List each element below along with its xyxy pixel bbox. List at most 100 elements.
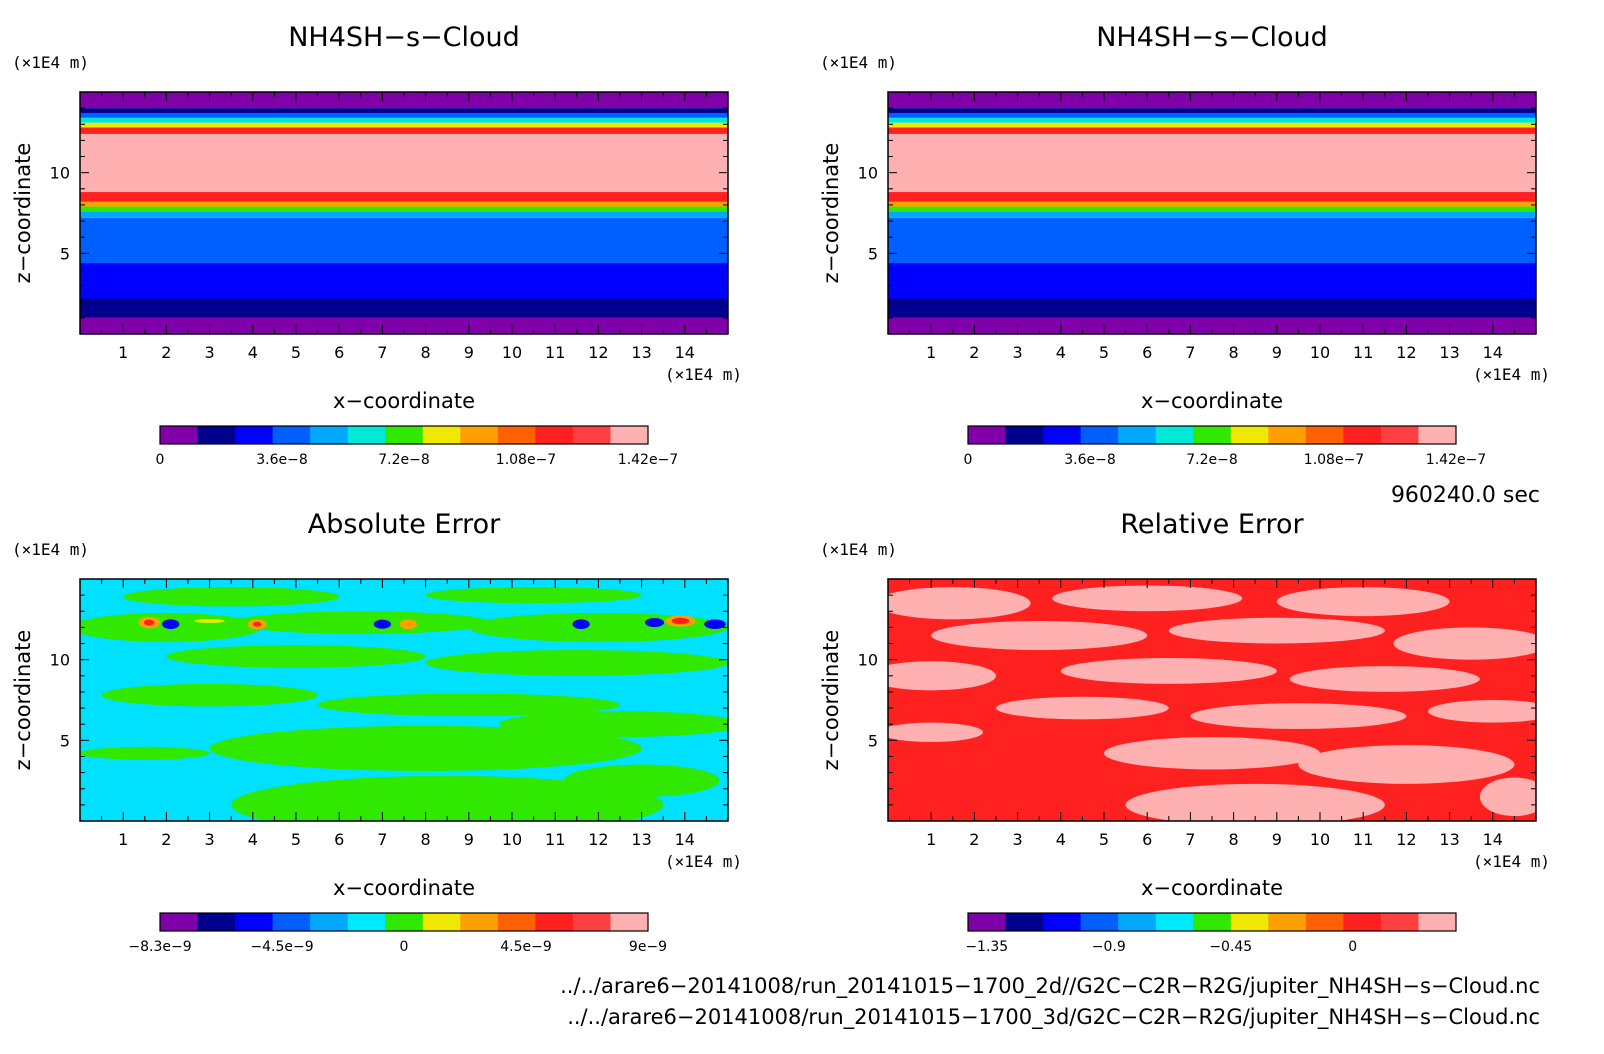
colorbar-swatch	[1230, 426, 1269, 444]
contour-band	[888, 317, 1536, 334]
contour-region	[888, 587, 1031, 620]
contour-region	[425, 587, 642, 604]
colorbar-swatch	[347, 913, 386, 931]
colorbar-tick-label: 0	[1348, 939, 1357, 955]
contour-region	[645, 618, 665, 628]
colorbar-swatch	[1305, 913, 1344, 931]
x-tick-label: 6	[1142, 343, 1152, 362]
x-tick-label: 13	[631, 343, 651, 362]
x-axis-label: x−coordinate	[1141, 389, 1283, 413]
z-tick-label: 5	[868, 244, 878, 263]
colorbar-swatch	[272, 913, 311, 931]
x-unit-label: (×1E4 m)	[665, 365, 742, 384]
colorbar-tick-label: 9e−9	[629, 939, 667, 955]
contour-field	[888, 92, 1536, 334]
colorbar-swatch	[385, 913, 424, 931]
colorbar-tick-label: −0.9	[1092, 939, 1126, 955]
x-tick-label: 4	[1056, 343, 1066, 362]
colorbar-frame	[967, 425, 1457, 445]
contour-band	[888, 217, 1536, 264]
x-tick-label: 3	[1013, 830, 1023, 849]
contour-region	[101, 683, 318, 707]
panel-relative-error: Relative Error(×1E4 m)(×1E4 m)1 2 3 4 5 6 7 8 9 1…	[819, 509, 1550, 955]
colorbar-swatch	[272, 426, 311, 444]
x-unit-label: (×1E4 m)	[665, 852, 742, 871]
colorbar-swatch	[460, 913, 499, 931]
colorbar-tick-label: −4.5e−9	[250, 939, 313, 955]
x-tick-label: 5	[1099, 343, 1109, 362]
contour-band	[888, 117, 1536, 123]
x-tick-label: 1	[118, 830, 128, 849]
colorbar-swatch	[422, 426, 461, 444]
contour-band	[888, 92, 1536, 109]
x-tick-label: 10	[502, 830, 522, 849]
contour-region	[1052, 585, 1243, 612]
colorbar-swatch	[197, 913, 236, 931]
x-tick-label: 12	[1396, 343, 1416, 362]
contour-region	[425, 649, 728, 676]
x-tick-label: 4	[248, 830, 258, 849]
colorbar-swatch	[160, 426, 199, 444]
contour-band	[80, 217, 728, 264]
x-tick-label: 6	[1142, 830, 1152, 849]
contour-region	[468, 612, 728, 642]
contour-band	[888, 211, 1536, 218]
x-tick-label: 10	[1310, 830, 1330, 849]
colorbar-tick-label: −0.45	[1209, 939, 1252, 955]
contour-band	[80, 211, 728, 218]
contour-region	[162, 619, 180, 630]
contour-region	[1276, 587, 1450, 617]
colorbar-swatch	[1155, 913, 1194, 931]
contour-region	[1168, 617, 1385, 644]
colorbar-tick-label: 7.2e−8	[1186, 452, 1238, 468]
colorbar-frame	[967, 912, 1457, 932]
contour-region	[1298, 745, 1515, 784]
x-tick-label: 12	[588, 343, 608, 362]
colorbar-swatch	[310, 913, 349, 931]
x-tick-label: 2	[161, 830, 171, 849]
colorbar-swatch	[385, 426, 424, 444]
x-tick-label: 11	[545, 830, 565, 849]
z-axis-label: z−coordinate	[11, 143, 35, 284]
contour-region	[1428, 700, 1536, 723]
colorbar-swatch	[1418, 426, 1457, 444]
x-tick-label: 5	[1099, 830, 1109, 849]
colorbar-swatch	[1343, 913, 1382, 931]
x-tick-label: 1	[926, 343, 936, 362]
x-tick-label: 2	[969, 830, 979, 849]
contour-band	[80, 133, 728, 193]
x-tick-label: 3	[205, 830, 215, 849]
colorbar-swatch	[160, 913, 199, 931]
contour-region	[1104, 737, 1320, 770]
contour-region	[1190, 703, 1407, 730]
colorbar-swatch	[1005, 426, 1044, 444]
colorbar-tick-label: 0	[400, 939, 409, 955]
colorbar-swatch	[610, 913, 649, 931]
x-tick-label: 2	[969, 343, 979, 362]
file-path-3d: ../../arare6−20141008/run_20141015−1700_…	[567, 1005, 1540, 1030]
plot-title: NH4SH−s−Cloud	[288, 22, 520, 53]
contour-band	[80, 192, 728, 202]
z-tick-label: 10	[50, 651, 70, 670]
x-tick-label: 7	[1185, 343, 1195, 362]
colorbar: −8.3e−9 −4.5e−9 0 4.5e−9 9e−9	[128, 912, 667, 955]
colorbar-swatch	[497, 426, 536, 444]
x-tick-label: 11	[1353, 830, 1373, 849]
contour-region	[1479, 777, 1536, 817]
colorbar-swatch	[610, 426, 649, 444]
colorbar-swatch	[1005, 913, 1044, 931]
colorbar-swatch	[197, 426, 236, 444]
contour-region	[931, 620, 1148, 650]
colorbar-swatch	[347, 426, 386, 444]
colorbar-tick-label: 7.2e−8	[378, 452, 430, 468]
colorbar-tick-label: 0	[964, 452, 973, 468]
contour-field	[888, 579, 1536, 821]
plot-title: Absolute Error	[308, 509, 501, 540]
contour-region	[572, 619, 590, 630]
x-unit-label: (×1E4 m)	[1473, 365, 1550, 384]
x-tick-label: 9	[464, 830, 474, 849]
colorbar-tick-label: 0	[156, 452, 165, 468]
colorbar-swatch	[1193, 426, 1232, 444]
contour-region	[1125, 783, 1385, 821]
